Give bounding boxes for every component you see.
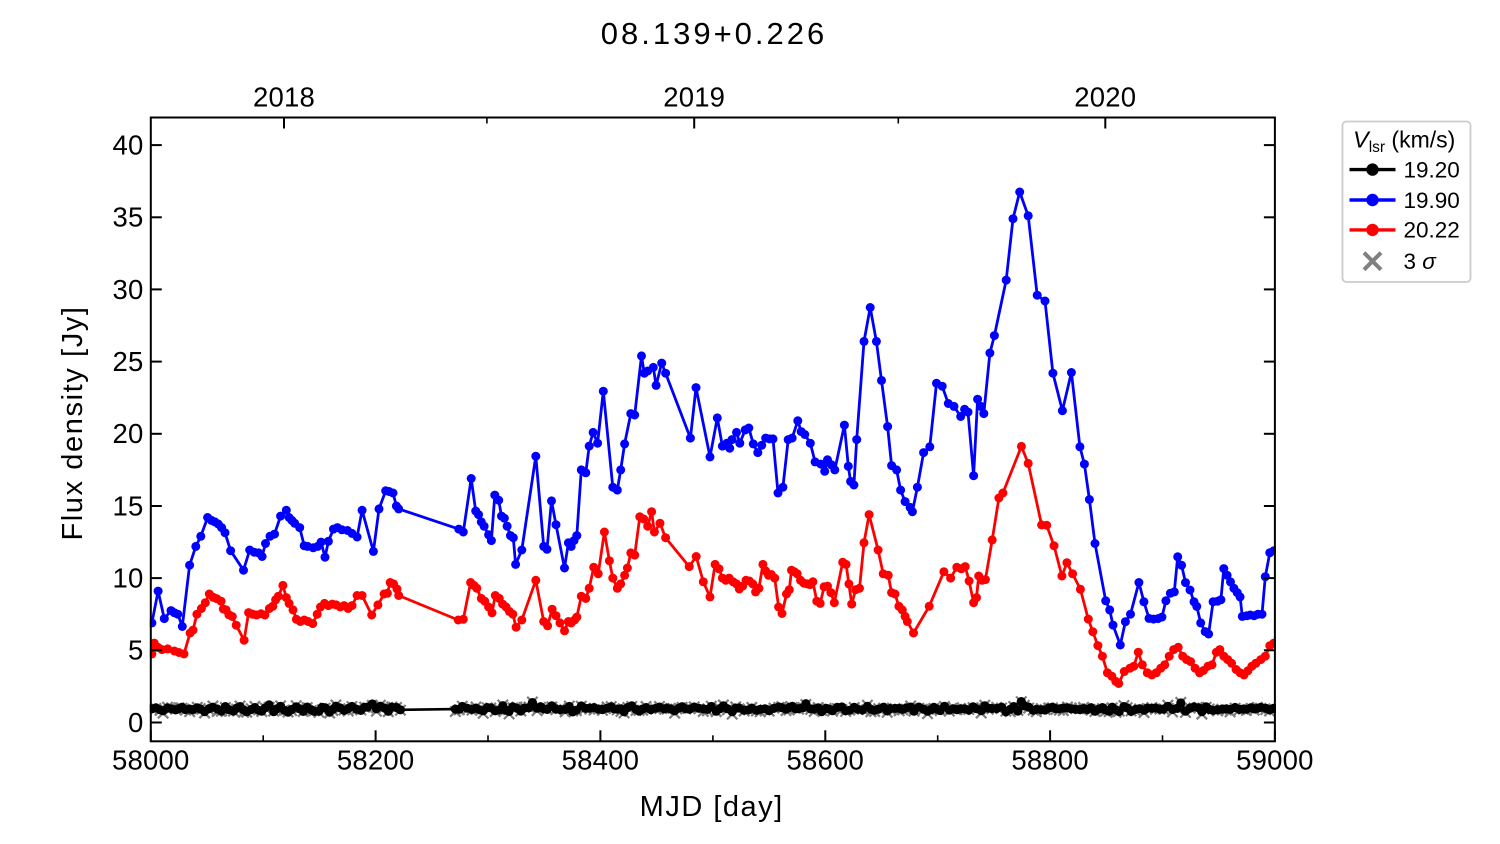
svg-text:58800: 58800 <box>1011 745 1088 776</box>
svg-text:40: 40 <box>113 129 144 160</box>
svg-text:19.20: 19.20 <box>1404 157 1460 182</box>
svg-text:20: 20 <box>113 418 144 449</box>
svg-text:19.90: 19.90 <box>1404 188 1460 213</box>
svg-text:08.139+0.226: 08.139+0.226 <box>601 16 828 51</box>
svg-text:15: 15 <box>113 490 144 521</box>
svg-text:MJD [day]: MJD [day] <box>640 791 784 823</box>
svg-text:58000: 58000 <box>112 745 189 776</box>
svg-text:Vlsr (km/s): Vlsr (km/s) <box>1353 127 1455 157</box>
svg-text:20.22: 20.22 <box>1404 218 1460 243</box>
svg-text:5: 5 <box>128 635 144 666</box>
svg-text:Flux density [Jy]: Flux density [Jy] <box>57 305 89 540</box>
svg-text:58200: 58200 <box>337 745 414 776</box>
svg-text:2018: 2018 <box>253 82 315 113</box>
svg-text:2019: 2019 <box>663 82 725 113</box>
svg-text:58400: 58400 <box>562 745 639 776</box>
svg-text:0: 0 <box>128 707 144 738</box>
svg-text:30: 30 <box>113 274 144 305</box>
svg-text:58600: 58600 <box>787 745 864 776</box>
svg-text:25: 25 <box>113 346 144 377</box>
svg-text:2020: 2020 <box>1074 82 1136 113</box>
svg-text:3 σ: 3 σ <box>1404 249 1438 274</box>
svg-text:35: 35 <box>113 202 144 233</box>
svg-text:59000: 59000 <box>1236 745 1313 776</box>
svg-text:10: 10 <box>113 562 144 593</box>
